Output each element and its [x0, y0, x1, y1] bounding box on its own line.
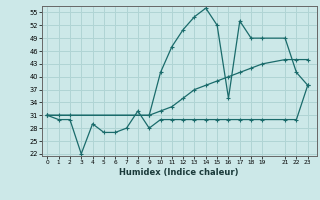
X-axis label: Humidex (Indice chaleur): Humidex (Indice chaleur): [119, 168, 239, 177]
